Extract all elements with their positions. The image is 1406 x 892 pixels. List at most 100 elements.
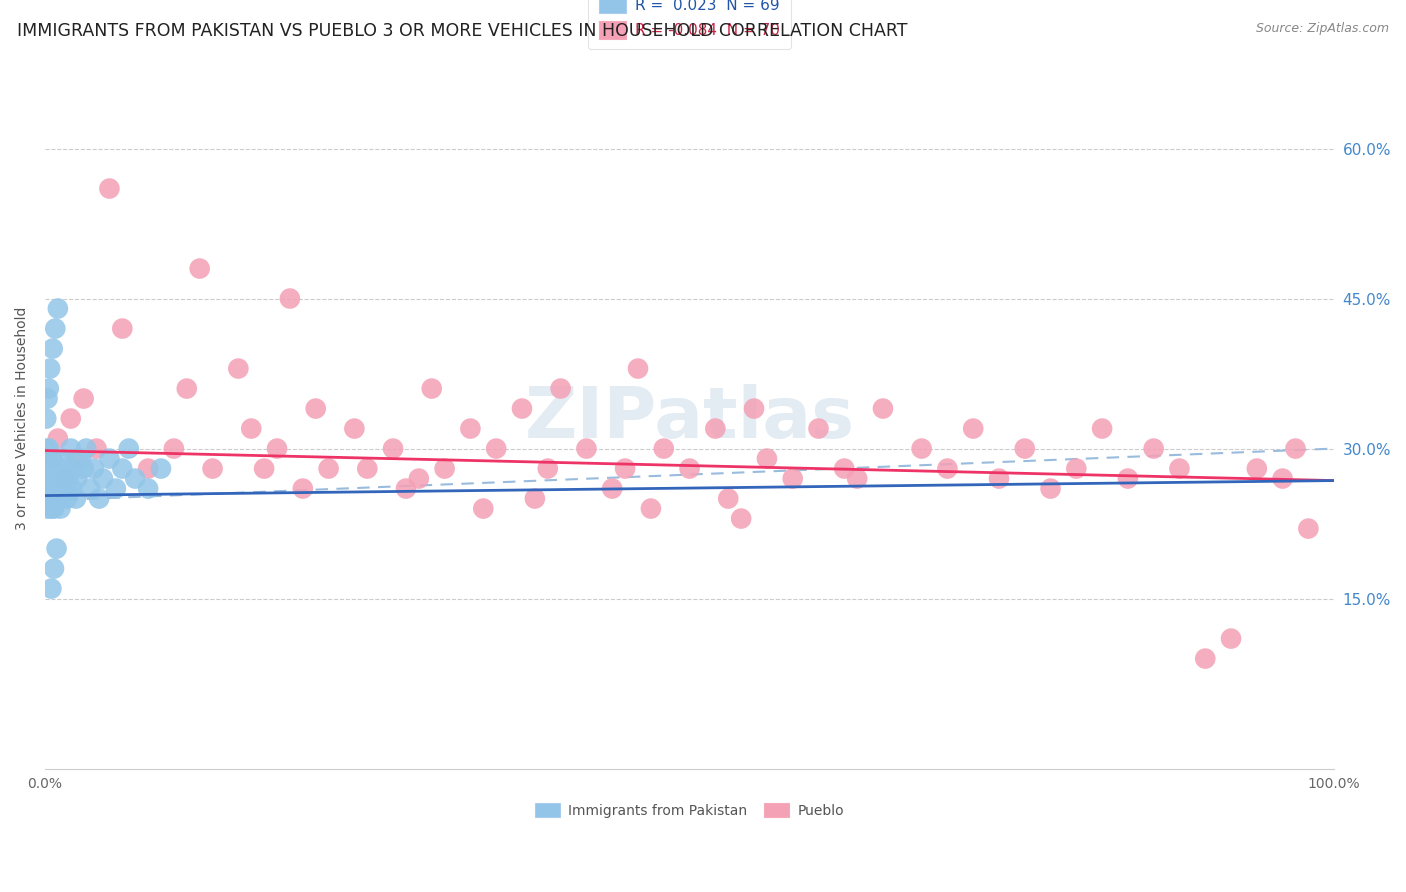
Point bbox=[37, 472, 59, 486]
Point bbox=[832, 461, 855, 475]
Point bbox=[1194, 651, 1216, 665]
Point bbox=[614, 461, 637, 475]
Point bbox=[41, 342, 63, 356]
Point bbox=[45, 482, 67, 496]
Point bbox=[356, 461, 378, 475]
Point bbox=[37, 482, 59, 496]
Point bbox=[1066, 461, 1088, 475]
Point bbox=[87, 491, 110, 506]
Point bbox=[46, 472, 69, 486]
Point bbox=[42, 561, 65, 575]
Point bbox=[41, 472, 63, 486]
Point bbox=[79, 482, 101, 496]
Point bbox=[65, 491, 87, 506]
Point bbox=[188, 261, 211, 276]
Point bbox=[1168, 461, 1191, 475]
Point bbox=[523, 491, 546, 506]
Point bbox=[1298, 522, 1320, 536]
Point bbox=[45, 461, 67, 475]
Point bbox=[755, 451, 778, 466]
Point bbox=[600, 482, 623, 496]
Point bbox=[460, 421, 482, 435]
Point bbox=[228, 361, 250, 376]
Point bbox=[46, 432, 69, 446]
Point bbox=[42, 482, 65, 496]
Point bbox=[98, 181, 121, 195]
Point bbox=[742, 401, 765, 416]
Point bbox=[86, 442, 108, 456]
Point bbox=[640, 501, 662, 516]
Point bbox=[163, 442, 186, 456]
Point bbox=[472, 501, 495, 516]
Point bbox=[39, 491, 62, 506]
Point bbox=[37, 442, 59, 456]
Point bbox=[510, 401, 533, 416]
Point bbox=[136, 461, 159, 475]
Point bbox=[41, 472, 63, 486]
Point bbox=[136, 482, 159, 496]
Point bbox=[37, 392, 59, 406]
Point bbox=[59, 442, 82, 456]
Point bbox=[49, 482, 72, 496]
Point bbox=[91, 472, 114, 486]
Point bbox=[39, 451, 62, 466]
Point bbox=[53, 482, 76, 496]
Point bbox=[575, 442, 598, 456]
Point bbox=[44, 472, 66, 486]
Point bbox=[176, 382, 198, 396]
Point bbox=[988, 472, 1011, 486]
Y-axis label: 3 or more Vehicles in Household: 3 or more Vehicles in Household bbox=[15, 307, 30, 530]
Point bbox=[35, 461, 58, 475]
Point bbox=[962, 421, 984, 435]
Point bbox=[807, 421, 830, 435]
Point bbox=[201, 461, 224, 475]
Point bbox=[1091, 421, 1114, 435]
Point bbox=[49, 501, 72, 516]
Point bbox=[41, 461, 63, 475]
Point bbox=[537, 461, 560, 475]
Point bbox=[872, 401, 894, 416]
Text: Source: ZipAtlas.com: Source: ZipAtlas.com bbox=[1256, 22, 1389, 36]
Point bbox=[395, 482, 418, 496]
Point bbox=[37, 501, 59, 516]
Point bbox=[1143, 442, 1166, 456]
Point bbox=[240, 421, 263, 435]
Point bbox=[35, 411, 58, 425]
Point bbox=[38, 482, 60, 496]
Point bbox=[41, 451, 63, 466]
Point bbox=[44, 491, 66, 506]
Point bbox=[104, 482, 127, 496]
Point bbox=[717, 491, 740, 506]
Point bbox=[41, 501, 63, 516]
Point bbox=[51, 472, 73, 486]
Point bbox=[278, 292, 301, 306]
Point bbox=[730, 511, 752, 525]
Point bbox=[266, 442, 288, 456]
Point bbox=[35, 472, 58, 486]
Point bbox=[39, 361, 62, 376]
Point bbox=[318, 461, 340, 475]
Point bbox=[48, 461, 70, 475]
Point bbox=[72, 392, 94, 406]
Point bbox=[55, 461, 77, 475]
Point bbox=[45, 541, 67, 556]
Point bbox=[1246, 461, 1268, 475]
Point bbox=[41, 582, 63, 596]
Point bbox=[56, 491, 79, 506]
Point bbox=[62, 461, 84, 475]
Point bbox=[291, 482, 314, 496]
Point bbox=[111, 461, 134, 475]
Point bbox=[433, 461, 456, 475]
Point bbox=[75, 442, 97, 456]
Point bbox=[936, 461, 959, 475]
Point bbox=[408, 472, 430, 486]
Point bbox=[70, 451, 93, 466]
Legend: Immigrants from Pakistan, Pueblo: Immigrants from Pakistan, Pueblo bbox=[529, 796, 851, 825]
Point bbox=[46, 301, 69, 316]
Point bbox=[35, 491, 58, 506]
Point bbox=[150, 461, 173, 475]
Point bbox=[42, 461, 65, 475]
Point bbox=[111, 321, 134, 335]
Point bbox=[652, 442, 675, 456]
Point bbox=[1039, 482, 1062, 496]
